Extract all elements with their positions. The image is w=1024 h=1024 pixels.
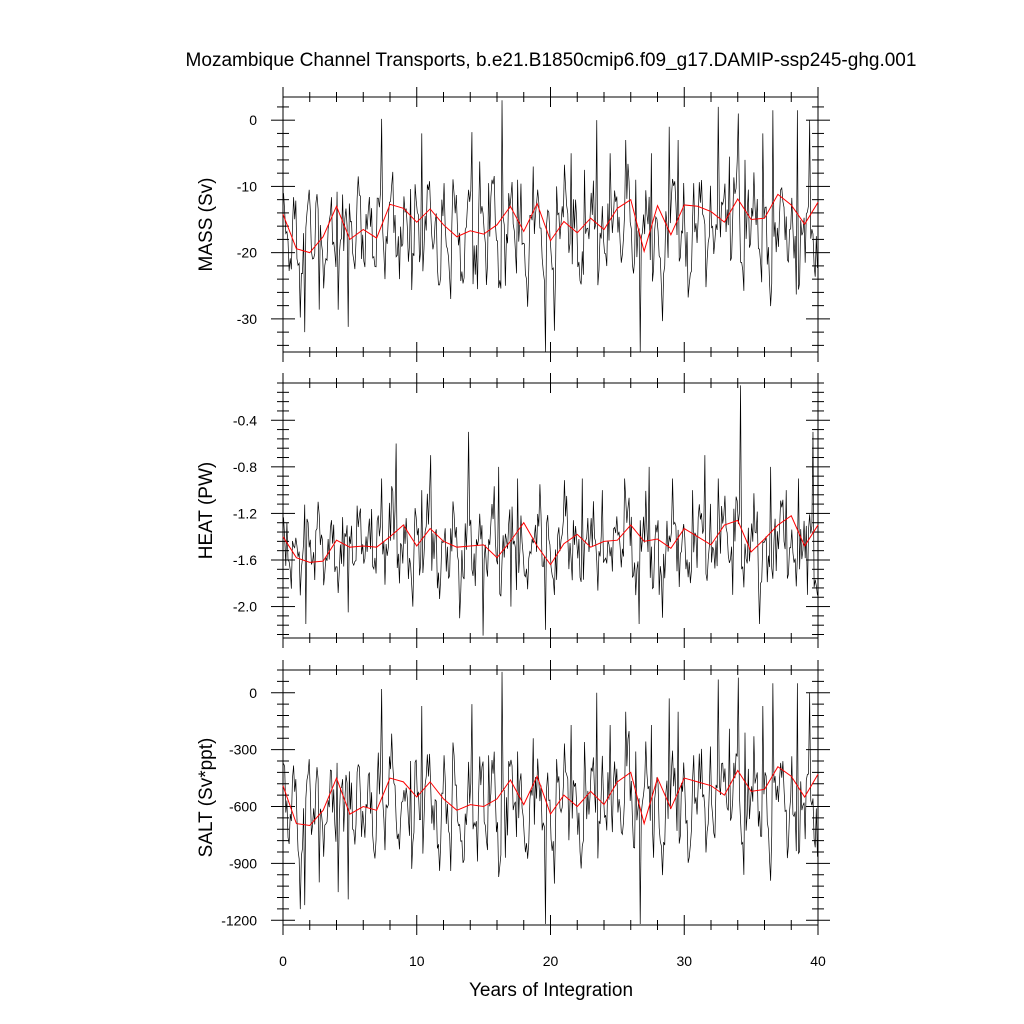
x-tick-label: 0 bbox=[279, 953, 287, 969]
annual-mean-line bbox=[282, 514, 819, 566]
x-tick-label: 10 bbox=[409, 953, 425, 969]
y-tick-label: -0.4 bbox=[233, 412, 257, 428]
panels-layer: 0 -10 -20 -30 MASS (Sv) -0.4 -0.8 -1.2 -1.6 -2.0 H… bbox=[196, 87, 830, 969]
annual-mean-line bbox=[282, 193, 819, 254]
x-axis-title: Years of Integration bbox=[469, 980, 633, 1001]
y-axis-title: SALT (Sv*ppt) bbox=[196, 738, 217, 858]
annual-mean-line bbox=[282, 765, 819, 826]
y-tick-label: -2.0 bbox=[233, 599, 257, 615]
y-tick-label: -30 bbox=[237, 311, 257, 327]
y-tick-label: -300 bbox=[229, 742, 257, 758]
panel-3: 0 -300 -600 -900 -1200 SALT (Sv*ppt) bbox=[196, 660, 830, 935]
y-tick-label: -1.2 bbox=[233, 505, 257, 521]
y-tick-label: -900 bbox=[229, 855, 257, 871]
y-tick-label: -1200 bbox=[221, 912, 257, 928]
x-tick-label: 30 bbox=[676, 953, 692, 969]
y-tick-label: -20 bbox=[237, 245, 257, 261]
y-tick-label: -1.6 bbox=[233, 552, 257, 568]
panel-2: -0.4 -0.8 -1.2 -1.6 -2.0 HEAT (PW) bbox=[196, 373, 830, 648]
y-axis-title: HEAT (PW) bbox=[196, 462, 217, 559]
x-tick-label: 20 bbox=[543, 953, 559, 969]
y-tick-label: -10 bbox=[237, 178, 257, 194]
y-tick-label: -600 bbox=[229, 799, 257, 815]
x-tick-label: 40 bbox=[810, 953, 826, 969]
monthly-series-line bbox=[283, 385, 818, 636]
panel-1: 0 -10 -20 -30 MASS (Sv) bbox=[196, 87, 830, 362]
y-axis-title: MASS (Sv) bbox=[196, 178, 217, 272]
monthly-series-line bbox=[283, 671, 818, 925]
monthly-series-line bbox=[283, 100, 818, 352]
y-tick-label: -0.8 bbox=[233, 459, 257, 475]
chart-title: Mozambique Channel Transports, b.e21.B18… bbox=[186, 50, 917, 71]
y-tick-label: 0 bbox=[249, 685, 257, 701]
y-tick-label: 0 bbox=[249, 112, 257, 128]
